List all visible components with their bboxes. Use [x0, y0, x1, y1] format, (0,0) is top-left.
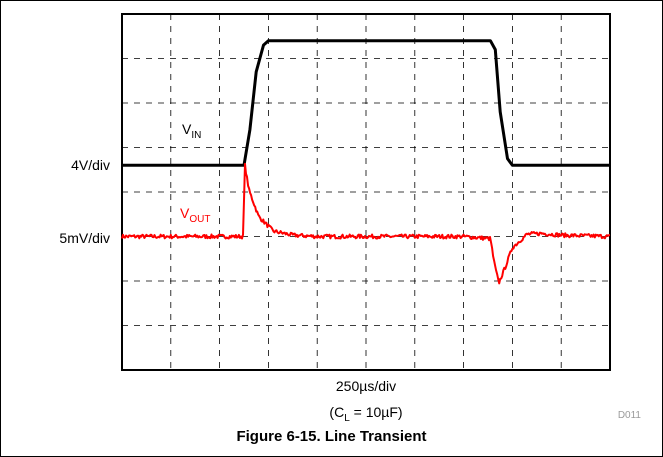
grid-layer — [122, 14, 610, 370]
plot-border — [121, 13, 611, 371]
vout-series-label: VOUT — [180, 205, 210, 225]
vout-scale-label: 5mV/div — [59, 230, 110, 246]
test-condition: (CL = 10µF) — [122, 404, 610, 424]
x-axis-label: 250µs/div — [335, 378, 397, 394]
series-layer — [121, 39, 611, 285]
condition-sub: L — [344, 412, 350, 424]
vin-scale-label: 4V/div — [71, 157, 110, 173]
figure-code: D011 — [617, 410, 641, 421]
vin-series-label: VIN — [182, 121, 201, 141]
figure-caption: Figure 6-15. Line Transient — [236, 428, 427, 445]
vout-trace — [121, 162, 611, 285]
condition-text: (C — [329, 404, 345, 420]
vin-trace — [122, 39, 610, 167]
condition-rest: = 10µF) — [349, 404, 403, 420]
